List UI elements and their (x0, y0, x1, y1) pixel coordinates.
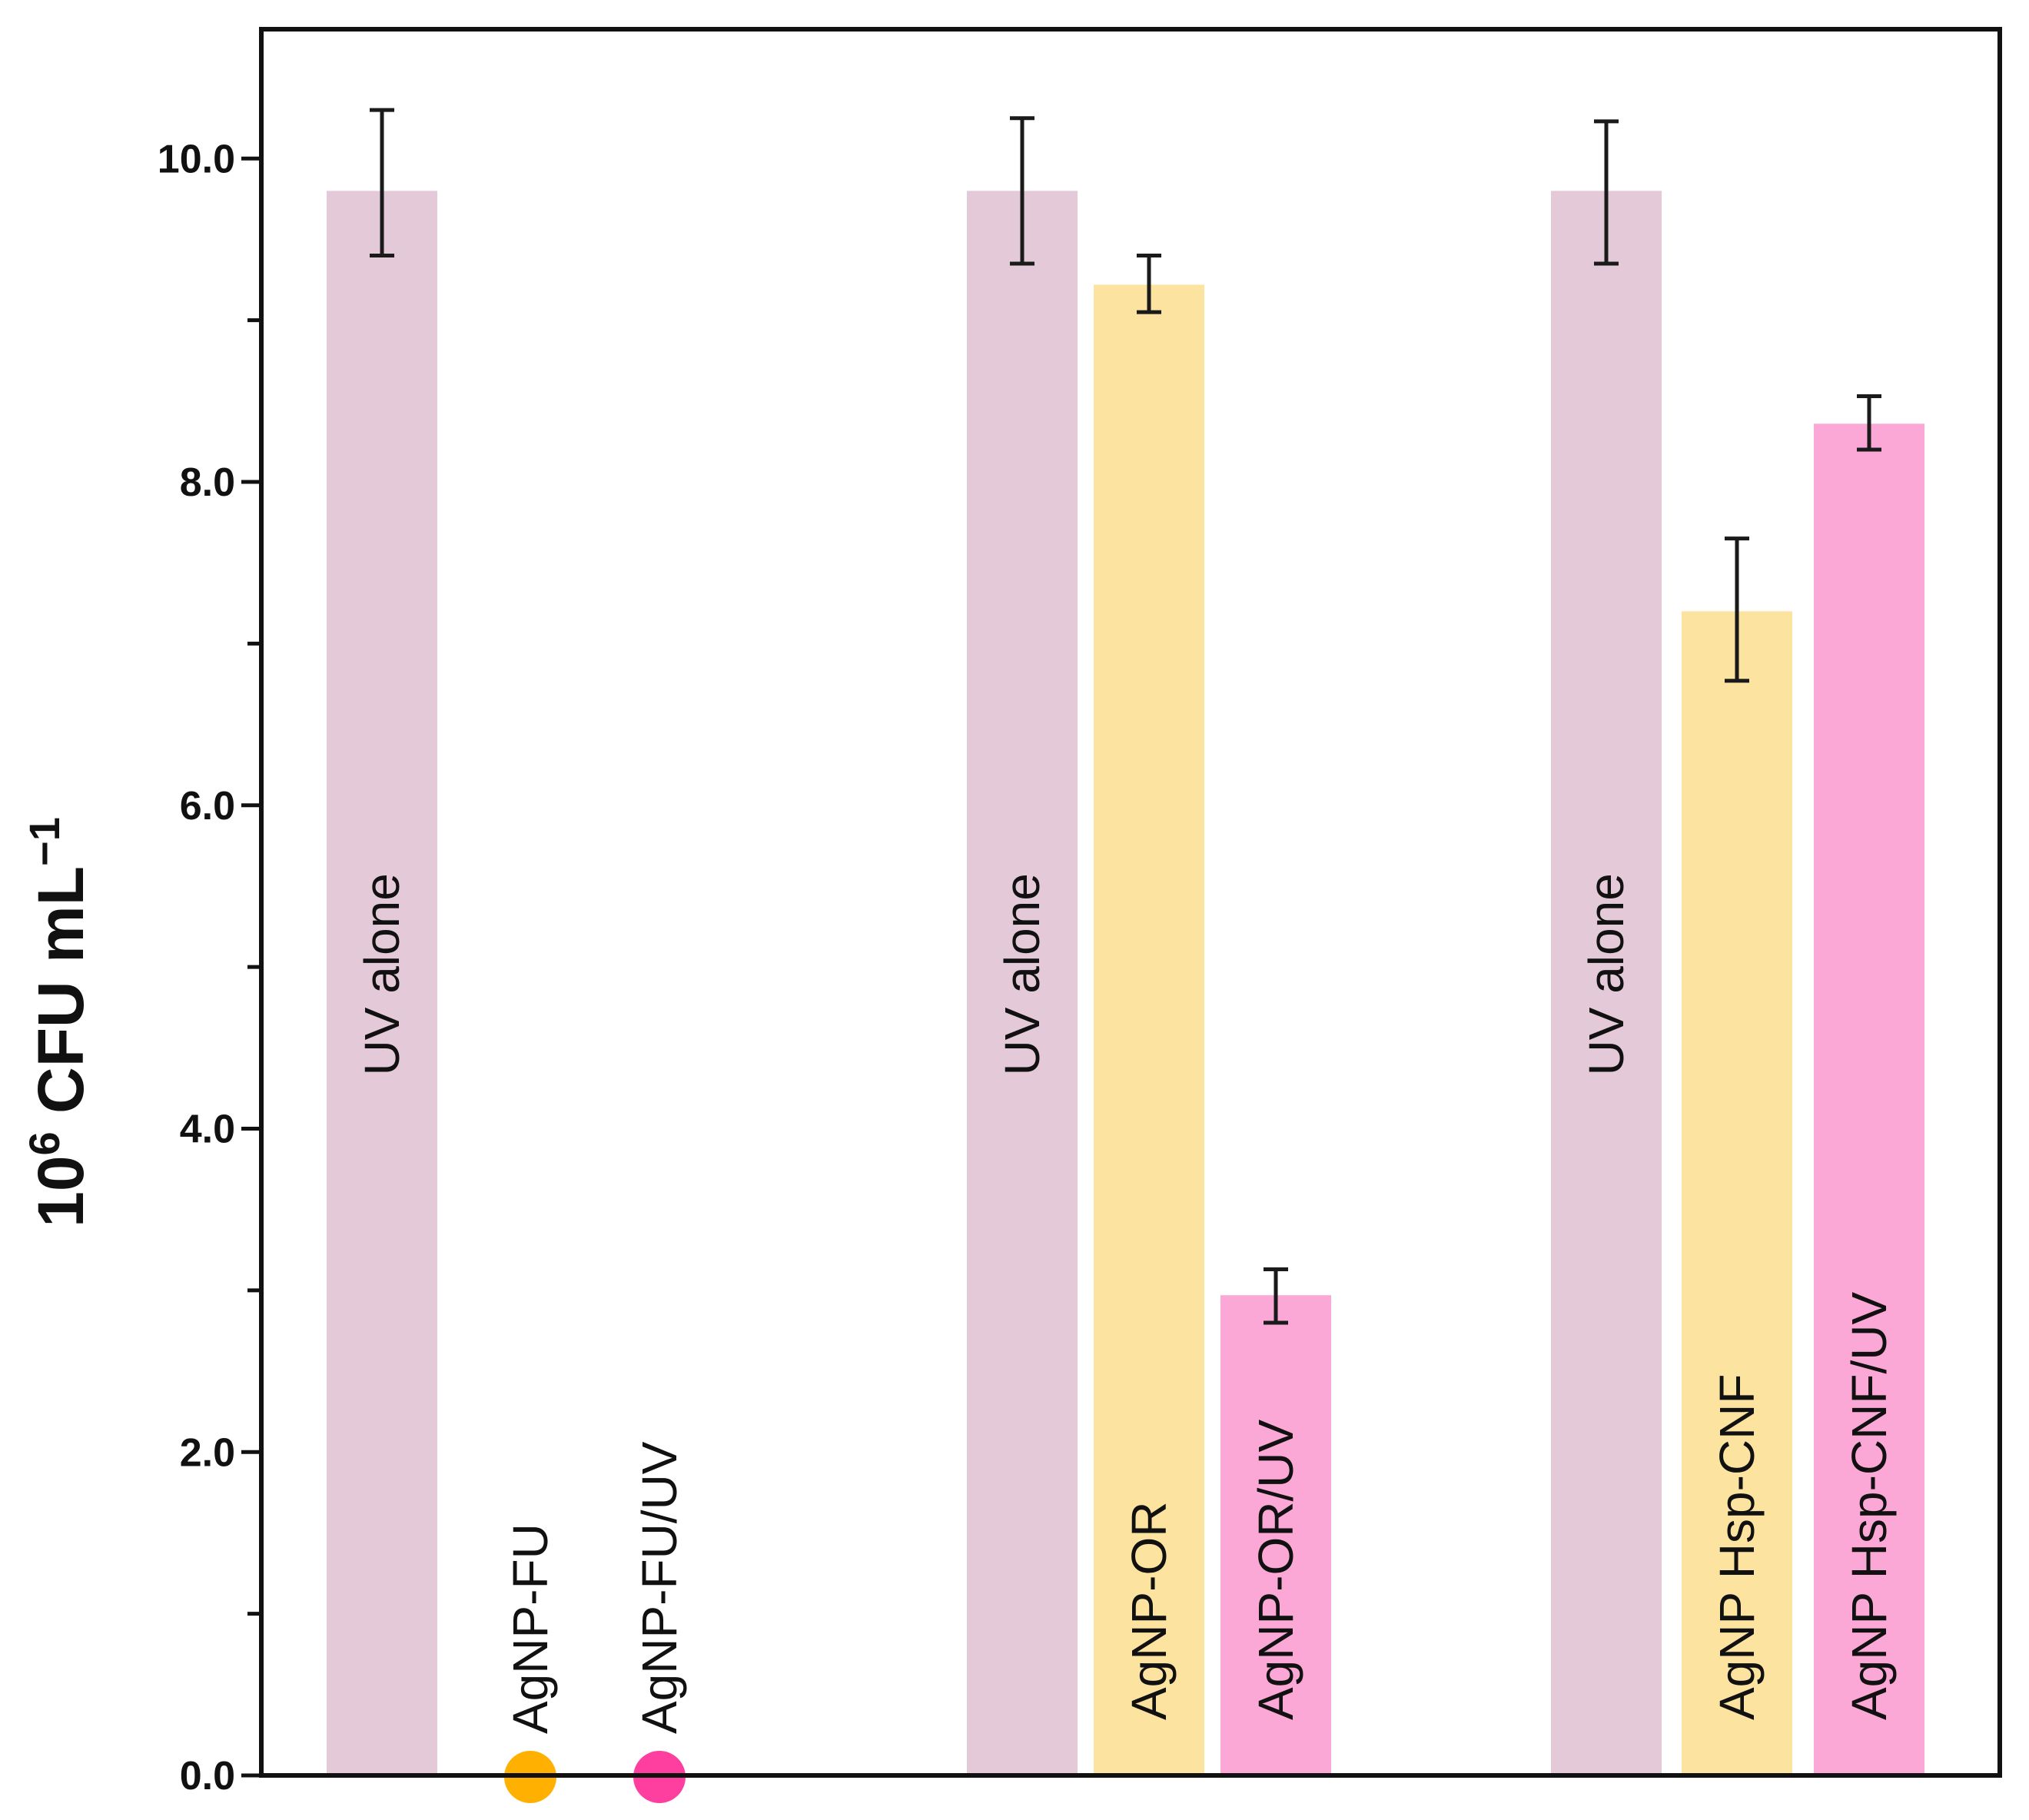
y-axis-title-base: 10 (25, 1155, 97, 1227)
bar-uv-alone (967, 191, 1078, 1776)
error-bars (370, 108, 1881, 1325)
y-axis-title-unit-exponent: −1 (20, 817, 68, 866)
bar-label-agnp-or: AgNP-OR (1121, 1502, 1177, 1721)
y-axis-title: 106 CFU mL−1 (20, 817, 98, 1227)
bar-agnp-hsp-cnf-uv (1814, 423, 1924, 1775)
bar-label-agnp-hsp-cnf-uv: AgNP Hsp-CNF/UV (1841, 1292, 1897, 1720)
bar-label-agnp-or-uv: AgNP-OR/UV (1248, 1420, 1303, 1721)
bar-label-agnp-fu-uv: AgNP-FU/UV (632, 1441, 687, 1734)
bar-agnp-or-uv (1220, 1295, 1331, 1775)
y-axis-title-unit: CFU mL (25, 866, 97, 1131)
bar-agnp-or (1094, 284, 1204, 1775)
y-tick-label: 4.0 (180, 1108, 235, 1152)
bar-label-uv-alone: UV alone (995, 873, 1050, 1075)
plot-frame (259, 27, 2002, 1778)
y-axis-title-exponent: 6 (20, 1131, 68, 1155)
bar-uv-alone (1551, 191, 1662, 1776)
y-tick-label: 2.0 (180, 1430, 235, 1475)
bar-agnp-hsp-cnf (1682, 611, 1792, 1776)
bar-label-agnp-fu: AgNP-FU (503, 1523, 558, 1734)
bar-label-agnp-hsp-cnf: AgNP Hsp-CNF (1709, 1374, 1765, 1720)
bar-labels: UV alone AgNP-FU AgNP-FU/UV UV alone AgNP-OR… (354, 873, 1897, 1734)
y-tick-label: 0.0 (180, 1754, 235, 1798)
y-tick-label: 6.0 (180, 784, 235, 829)
y-tick-label: 8.0 (180, 460, 235, 505)
bar-uv-alone (327, 191, 437, 1776)
bar-label-uv-alone: UV alone (1579, 873, 1634, 1075)
bars (327, 191, 1924, 1803)
y-axis-ticks: 0.0 2.0 4.0 6.0 8.0 10.0 (158, 137, 261, 1798)
y-tick-label: 10.0 (158, 137, 235, 181)
bar-label-uv-alone: UV alone (354, 873, 410, 1075)
